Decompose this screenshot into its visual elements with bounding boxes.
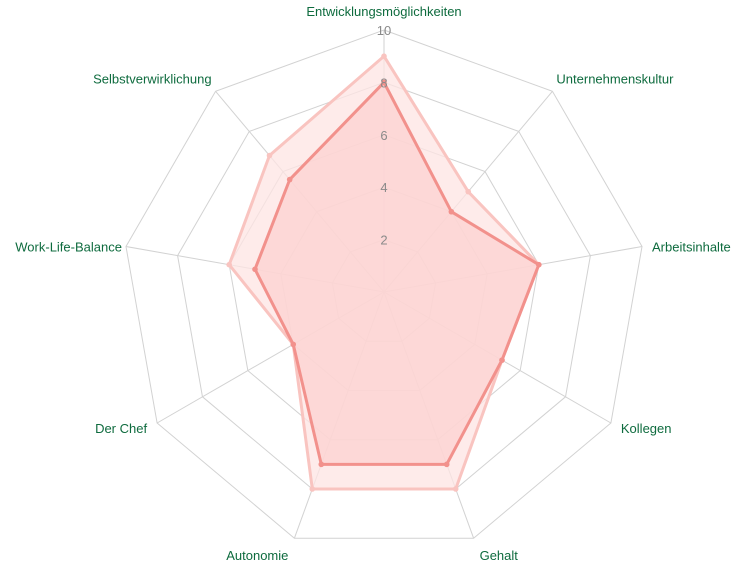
series-1-point	[465, 188, 472, 195]
series-2-area	[253, 80, 541, 466]
axis-label: Kollegen	[621, 421, 672, 436]
tick-label: 4	[380, 180, 387, 195]
tick-label: 8	[380, 75, 387, 90]
axis-label: Gehalt	[480, 548, 519, 563]
radial-ticks: 2 4 6 8 10	[377, 23, 391, 248]
series-1-point	[381, 53, 387, 59]
tick-label: 10	[377, 23, 391, 38]
series-1-point	[266, 152, 273, 159]
series-2-point	[286, 176, 293, 183]
axis-label: Der Chef	[95, 421, 147, 436]
series-1-point	[452, 486, 459, 492]
series-2-point	[381, 79, 387, 86]
axis-label: Selbstverwirklichung	[93, 71, 212, 86]
series-1-point	[309, 486, 316, 492]
tick-label: 2	[380, 233, 387, 248]
axis-labels: Entwicklungsmöglichkeiten Unternehmenskul…	[15, 4, 731, 563]
radar-series	[226, 53, 542, 492]
series-2-point	[448, 208, 455, 215]
axis-label: Unternehmenskultur	[556, 71, 674, 86]
series-1-point	[226, 261, 232, 268]
series-2-point	[252, 266, 258, 273]
axis-label: Arbeitsinhalte	[652, 240, 731, 255]
grid-ring	[125, 29, 643, 539]
series-2-point	[499, 357, 505, 363]
tick-label: 6	[380, 128, 387, 143]
series-2-point	[290, 341, 297, 348]
axis-label: Autonomie	[226, 548, 288, 563]
series-2-point	[318, 461, 325, 468]
axis-label: Work-Life-Balance	[15, 240, 122, 255]
series-2-point	[536, 261, 542, 268]
axis-label: Entwicklungsmöglichkeiten	[306, 4, 461, 19]
series-2-point	[443, 461, 450, 468]
